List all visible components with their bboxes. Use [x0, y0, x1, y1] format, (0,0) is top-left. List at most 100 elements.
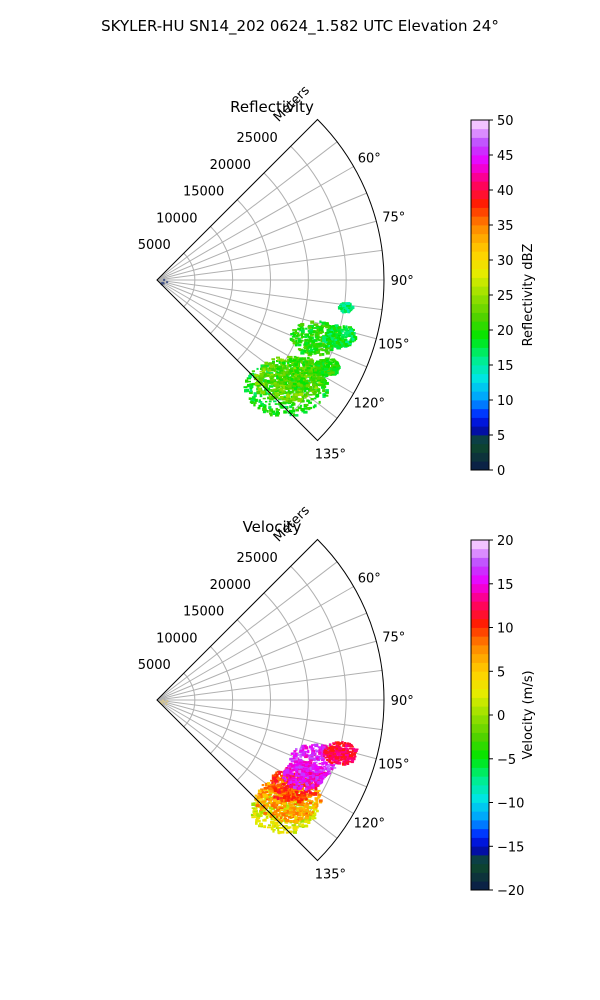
echo-gate [291, 793, 295, 796]
echo-gate [323, 774, 326, 779]
echo-gate [321, 343, 326, 347]
echo-gate [304, 790, 309, 793]
echo-gate [292, 781, 296, 784]
echo-gate [276, 813, 281, 816]
echo-gate [338, 337, 343, 341]
echo-gate [295, 782, 298, 786]
echo-gate [308, 818, 312, 821]
colorbar-band [471, 618, 489, 628]
echo-gate [292, 395, 297, 399]
echo-gate [321, 362, 324, 366]
colorbar-band [471, 400, 489, 410]
echo-gate [332, 742, 337, 744]
azimuth-tick-label: 60° [358, 571, 381, 586]
echo-gate [259, 370, 264, 373]
echo-gate [283, 387, 287, 390]
echo-gate [288, 355, 293, 359]
echo-gate [335, 341, 338, 345]
echo-gate [287, 356, 290, 359]
echo-gate [285, 809, 289, 813]
echo-gate [304, 376, 308, 379]
echo-gate [256, 819, 261, 823]
echo-gate [305, 384, 311, 388]
echo-gate [296, 814, 302, 817]
echo-gate [260, 402, 264, 406]
colorbar-tick-label: 0 [497, 464, 505, 479]
echo-gate [323, 385, 327, 389]
echo-gate [307, 760, 311, 765]
echo-gate [341, 339, 344, 343]
echo-gate [272, 361, 275, 365]
echo-gate [342, 325, 345, 329]
echo-gate [335, 746, 340, 750]
echo-gate [303, 761, 308, 764]
echo-gate [295, 773, 298, 777]
echo-gate [298, 820, 303, 823]
echo-gate [166, 281, 169, 284]
echo-gate [282, 787, 286, 790]
echo-gate [324, 371, 327, 374]
echo-gate [303, 410, 308, 414]
echo-gate [301, 362, 305, 364]
echo-gate [262, 406, 267, 408]
colorbar-band [471, 312, 489, 322]
echo-gate [283, 828, 288, 831]
echo-gate [303, 810, 307, 813]
echo-gate [298, 802, 302, 806]
echo-gate [349, 744, 353, 748]
sector-frame [156, 118, 385, 442]
echo-gate [315, 776, 319, 778]
echo-gate [302, 791, 306, 795]
echo-gate [279, 807, 284, 809]
echo-gate [272, 801, 276, 805]
colorbar-tick-label: 5 [497, 665, 505, 680]
echo-gate [287, 376, 292, 379]
echo-gate [313, 347, 316, 351]
echo-gate [322, 746, 327, 749]
echo-gate [274, 364, 278, 368]
echo-gate [321, 757, 325, 761]
echo-gate [307, 810, 311, 813]
echo-gate [297, 774, 302, 777]
echo-gate [251, 382, 256, 386]
echo-gate [285, 368, 290, 371]
colorbar-band [471, 417, 489, 427]
colorbar-band [471, 540, 489, 550]
echo-gate [311, 340, 314, 344]
echo-gate [315, 348, 319, 351]
echo-gate [315, 343, 320, 346]
echo-gate [286, 391, 290, 394]
echo-gate [267, 382, 271, 385]
echo-gate [269, 377, 274, 381]
echo-gate [290, 364, 295, 367]
echo-gate [305, 380, 308, 384]
echo-gate [282, 385, 286, 389]
echo-gate [256, 391, 261, 395]
echo-gate [304, 339, 309, 342]
echo-gate [310, 748, 315, 751]
echo-gate [265, 796, 269, 799]
echo-gate [283, 410, 287, 414]
echo-gate [271, 774, 277, 777]
echo-gate [260, 365, 265, 368]
echo-gate [284, 379, 289, 382]
echo-gate [268, 362, 273, 366]
echo-gate [300, 390, 304, 393]
echo-gate [317, 746, 321, 749]
echo-gate [301, 786, 305, 790]
echo-gate [275, 407, 278, 411]
colorbar-tick-label: 40 [497, 184, 514, 199]
echo-gate [301, 384, 305, 388]
colorbar-band [471, 338, 489, 348]
echo-gate [345, 333, 349, 337]
colorbar-band [471, 155, 489, 165]
echo-gate [290, 798, 293, 801]
colorbar-band [471, 802, 489, 812]
echo-gate [282, 802, 287, 805]
echo-gate [332, 372, 337, 376]
echo-gate [338, 753, 341, 756]
echo-gate [292, 764, 296, 768]
echo-gate [310, 349, 314, 352]
echo-gate [279, 816, 283, 819]
echo-gate [275, 381, 279, 385]
